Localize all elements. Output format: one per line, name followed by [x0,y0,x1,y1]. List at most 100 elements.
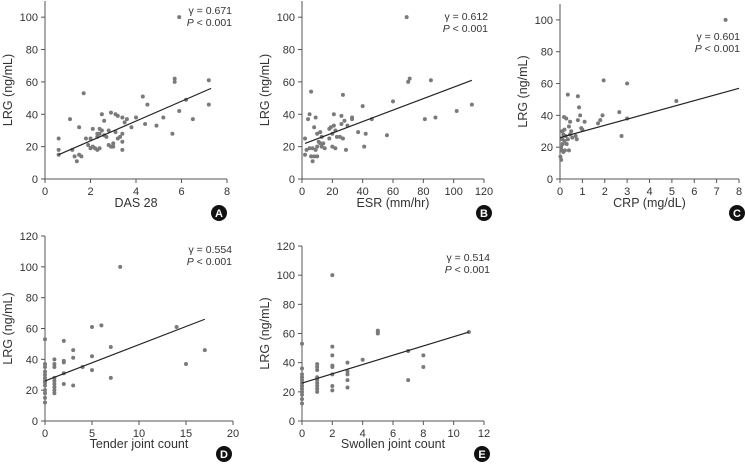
data-point [315,389,320,394]
data-point [307,112,312,117]
data-point [120,115,125,120]
y-axis-label: LRG (ng/mL) [1,54,15,126]
data-point [723,17,728,22]
x-tick-label: 100 [444,186,462,198]
data-point [56,147,61,152]
p-symbol: P [187,17,194,29]
x-tick-label: 0 [299,186,305,198]
y-tick-label: 60 [26,324,38,336]
data-point [174,324,179,329]
data-point [574,137,579,142]
data-point [43,391,47,396]
y-axis-label: LRG (ng/mL) [516,55,530,127]
y-tick-label: 100 [277,12,295,24]
data-point [345,369,350,374]
data-point [559,145,564,150]
data-point [428,78,433,83]
data-point [300,397,304,402]
data-point [129,125,134,130]
data-point [145,102,150,107]
p-symbol: P [443,23,450,35]
p-threshold: < 0.001 [452,264,490,276]
y-tick-label: 60 [26,77,38,89]
x-tick-label: 5 [89,428,95,440]
data-point [345,385,350,390]
data-point [565,137,570,142]
data-point [421,353,426,358]
data-point [77,125,82,130]
data-point [356,130,361,135]
data-point [330,144,335,149]
data-point [106,128,111,133]
data-point [79,154,84,159]
data-point [134,115,138,120]
p-value: P < 0.001 [445,264,490,276]
data-point [81,91,86,96]
data-point [313,115,318,120]
data-point [330,388,335,393]
x-tick-label: 6 [178,186,184,198]
x-tick-label: 4 [646,186,652,198]
y-tick-label: 100 [535,15,553,27]
data-point [86,143,91,148]
p-value: P < 0.001 [443,23,488,35]
data-point [625,81,630,86]
data-point [350,115,355,120]
data-point [300,386,304,391]
data-point [52,357,57,362]
data-point [337,134,342,139]
data-point [566,148,571,153]
data-point [315,381,320,386]
data-point [339,121,344,126]
x-tick-label: 4 [133,186,139,198]
y-tick-label: 80 [283,45,295,57]
data-point [143,121,148,126]
data-point [303,152,308,157]
data-point [582,119,587,124]
data-point [52,388,57,393]
data-point [404,15,409,20]
data-point [343,147,348,152]
regression-line [301,331,470,384]
data-point [43,383,47,388]
panel-badge [211,205,227,221]
data-point [61,382,66,386]
data-point [61,338,66,343]
data-point [300,384,304,388]
data-point [52,382,57,386]
p-threshold: < 0.001 [194,256,232,268]
x-tick-label: 12 [478,428,490,440]
data-point [68,117,73,122]
data-point [345,372,350,377]
data-point [88,136,93,141]
data-point [309,154,314,159]
data-point [190,117,195,122]
x-axis-label: ESR (mm/hr) [357,196,430,210]
data-point [52,391,57,396]
data-point [562,127,567,132]
data-point [331,112,336,117]
data-point [309,89,314,94]
data-point [43,375,47,380]
data-point [118,264,123,269]
x-tick-label: 15 [180,428,192,440]
data-point [43,361,47,366]
data-point [99,128,104,133]
data-point [307,146,312,151]
correlation-coefficient: γ = 0.601 [697,31,741,43]
x-tick-label: 2 [602,186,608,198]
data-point [575,94,580,99]
x-tick-label: 3 [624,186,630,198]
panel-b: 0 20 40 60 80 100 120 0 20 40 60 80 100 ESR (mm/hr) LR… [258,1,493,221]
y-tick-label: 80 [26,293,38,305]
x-tick-label: 2 [329,428,335,440]
data-point [154,123,159,128]
x-tick-label: 8 [224,186,230,198]
data-point [319,144,324,149]
data-point [43,388,47,393]
x-tick-label: 8 [736,186,742,198]
regression-line [304,79,473,144]
data-point [327,136,332,141]
